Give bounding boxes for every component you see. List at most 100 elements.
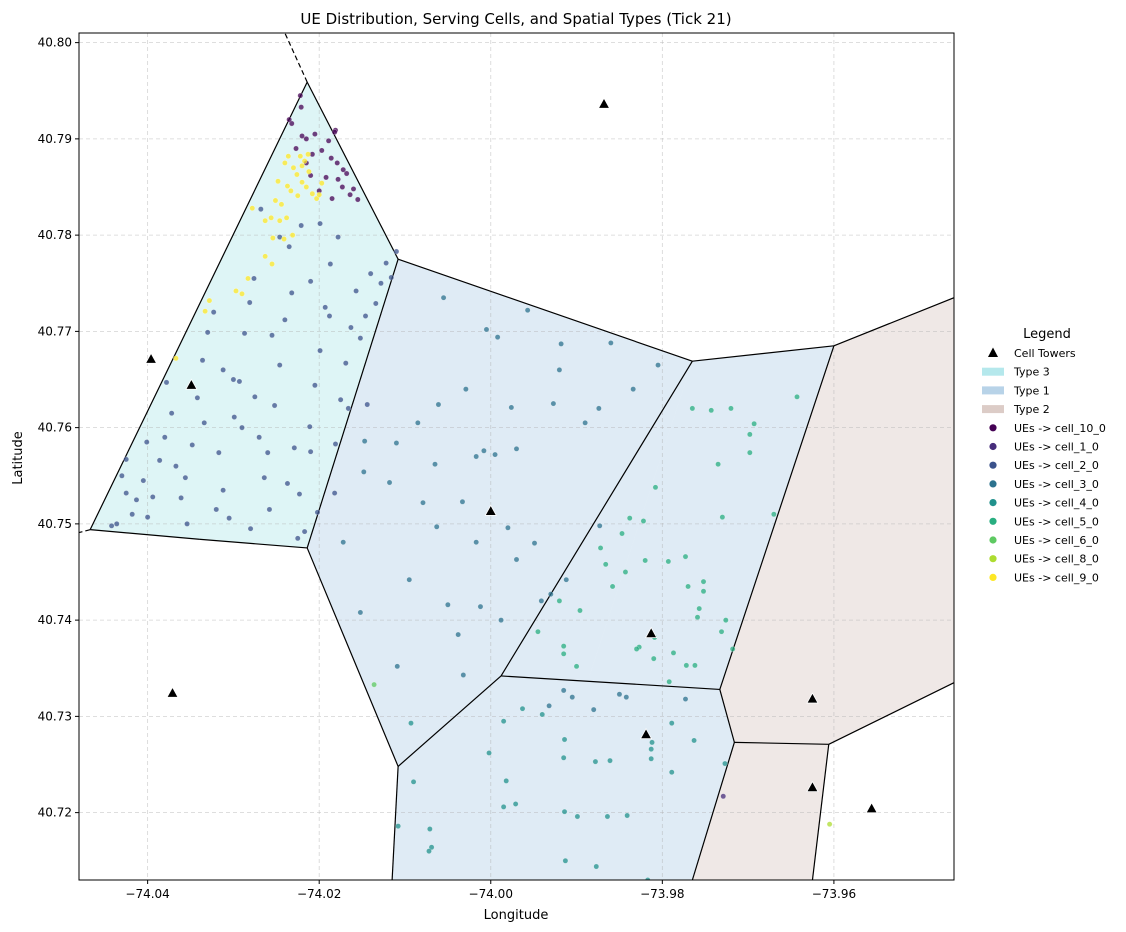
ue-point-cell-3-0	[505, 524, 511, 531]
ue-point-cell-2-0	[388, 274, 395, 281]
ue-point-cell-5-0	[622, 569, 629, 575]
ue-point-cell-3-0	[630, 386, 636, 392]
ue-point-cell-10-0	[331, 129, 338, 135]
ue-point-cell-10-0	[350, 186, 357, 192]
legend-ue-dot	[989, 499, 997, 507]
ue-point-cell-3-0	[531, 540, 538, 546]
ue-point-cell-9-0	[202, 308, 208, 314]
ue-point-cell-3-0	[655, 362, 661, 368]
ue-point-cell-3-0	[361, 469, 367, 475]
ue-point-cell-3-0	[569, 694, 576, 700]
ue-point-cell-2-0	[314, 509, 321, 516]
cell-tower-marker	[806, 780, 819, 792]
ue-point-cell-2-0	[327, 261, 334, 267]
ue-point-cell-5-0	[728, 405, 734, 412]
voronoi-edge	[501, 675, 720, 691]
legend-entry-label: UEs -> cell_4_0	[1014, 497, 1099, 510]
x-axis-ticks: −74.04 −74.02 −74.00 −73.98 −73.96	[125, 880, 856, 901]
x-tick-label: −73.96	[812, 887, 856, 901]
ue-point-cell-3-0	[513, 556, 520, 563]
ue-point-cell-5-0	[794, 394, 800, 400]
ue-point-cell-10-0	[299, 133, 305, 139]
ue-point-cell-5-0	[719, 514, 726, 520]
ue-point-cell-5-0	[650, 655, 657, 662]
ue-point-cell-2-0	[213, 506, 220, 513]
ue-point-cell-3-0	[623, 694, 630, 700]
ue-point-cell-3-0	[548, 591, 554, 597]
ue-point-cell-4-0	[428, 844, 435, 851]
ue-point-cell-5-0	[597, 545, 604, 551]
ue-point-cell-9-0	[269, 261, 275, 267]
ue-point-cell-10-0	[293, 145, 299, 152]
plot-frame	[78, 32, 955, 881]
ue-point-cell-2-0	[182, 474, 189, 481]
ue-point-cell-3-0	[473, 453, 479, 460]
voronoi-edge	[397, 258, 693, 362]
voronoi-edge	[691, 742, 735, 880]
ue-point-cell-3-0	[560, 687, 567, 694]
ue-point-cell-9-0	[290, 164, 297, 171]
voronoi-dashed-edges	[78, 32, 308, 534]
voronoi-edge	[90, 529, 200, 540]
ue-point-cell-2-0	[119, 472, 125, 479]
ue-point-cell-10-0	[288, 120, 295, 127]
ue-point-cell-3-0	[538, 598, 545, 604]
ue-point-cell-2-0	[239, 424, 245, 431]
ue-point-cell-3-0	[524, 307, 531, 314]
ue-point-cell-9-0	[294, 192, 301, 199]
ue-point-cell-4-0	[668, 720, 675, 726]
ue-point-cell-9-0	[282, 160, 288, 166]
ue-point-cell-5-0	[694, 614, 701, 621]
legend-ue-dot	[989, 424, 997, 432]
ue-point-cell-3-0	[361, 438, 368, 444]
ue-point-cell-2-0	[144, 514, 151, 520]
ue-point-cell-3-0	[340, 539, 347, 545]
ue-point-cell-4-0	[408, 720, 414, 726]
ue-point-cell-4-0	[562, 857, 569, 864]
legend-entry-label: Cell Towers	[1014, 347, 1076, 360]
legend-ue-dot	[989, 461, 997, 469]
ue-point-cell-4-0	[607, 757, 613, 764]
voronoi-edge	[734, 741, 829, 745]
ue-point-cell-4-0	[592, 758, 599, 765]
cell-towers	[144, 97, 878, 814]
ue-point-cell-4-0	[500, 804, 507, 810]
ue-point-cell-2-0	[252, 394, 258, 400]
ue-point-cell-4-0	[624, 812, 630, 819]
ue-point-cell-9-0	[301, 158, 308, 164]
ue-point-cell-4-0	[500, 718, 507, 724]
ue-point-cell-4-0	[722, 760, 728, 767]
ue-point-cell-10-0	[318, 147, 325, 154]
ue-point-cell-5-0	[609, 583, 616, 590]
ue-point-cell-2-0	[282, 317, 288, 323]
ue-point-cell-2-0	[241, 330, 248, 337]
ue-point-cell-3-0	[582, 420, 588, 426]
legend-entry-label: Type 3	[1013, 366, 1050, 379]
ue-point-cell-2-0	[307, 278, 314, 285]
ue-point-cell-10-0	[297, 92, 304, 99]
ue-point-cell-5-0	[683, 662, 690, 669]
chart-title: UE Distribution, Serving Cells, and Spat…	[300, 10, 731, 28]
y-tick-label: 40.78	[38, 228, 72, 242]
ue-point-cell-5-0	[640, 518, 647, 524]
ue-point-cell-2-0	[269, 332, 275, 339]
ue-point-cell-9-0	[297, 153, 304, 159]
legend-ue-dot	[989, 573, 997, 582]
ue-point-cell-2-0	[161, 434, 168, 441]
ue-point-cell-3-0	[481, 447, 487, 454]
ue-point-cell-9-0	[245, 275, 251, 282]
ue-point-cell-9-0	[272, 197, 279, 204]
ue-point-cell-4-0	[644, 877, 651, 880]
y-tick-label: 40.77	[38, 324, 72, 338]
ue-point-cell-3-0	[508, 404, 515, 411]
ue-point-cell-2-0	[173, 463, 179, 469]
ue-point-cell-2-0	[307, 448, 314, 455]
ue-point-cell-10-0	[325, 137, 332, 144]
ue-point-cell-3-0	[386, 479, 393, 486]
ue-point-cell-4-0	[574, 813, 581, 820]
ue-point-cell-9-0	[318, 180, 325, 186]
ue-point-cell-3-0	[492, 451, 498, 458]
legend-ue-dot	[989, 442, 997, 451]
ue-point-cell-2-0	[123, 490, 129, 496]
ue-point-cell-4-0	[648, 755, 654, 762]
